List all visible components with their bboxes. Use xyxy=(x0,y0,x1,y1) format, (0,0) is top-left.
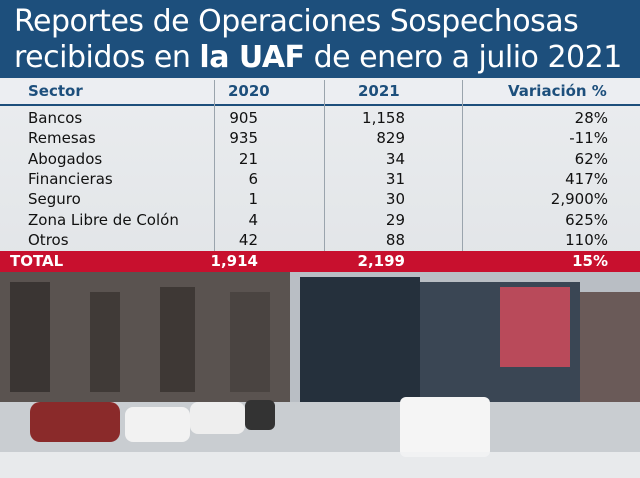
table-row: Financieras 6 31 417% xyxy=(0,169,640,189)
table-row: Otros 42 88 110% xyxy=(0,230,640,250)
title-line: recibidos en la UAF de enero a julio 202… xyxy=(14,40,640,76)
table-header: Sector 2020 2021 Variación % xyxy=(0,80,640,106)
column-header: 2020 xyxy=(228,82,270,100)
table-cell: 110% xyxy=(565,230,608,249)
table-row: Bancos 905 1,158 28% xyxy=(0,108,640,128)
table-cell: 829 xyxy=(376,129,405,148)
table-row: Zona Libre de Colón 4 29 625% xyxy=(0,210,640,230)
table-cell: Otros xyxy=(28,230,69,249)
table-cell: -11% xyxy=(569,129,608,148)
table-cell: 29 xyxy=(385,210,405,229)
table-cell: 30 xyxy=(385,190,405,209)
column-header: 2021 xyxy=(358,82,400,100)
total-cell: 2,199 xyxy=(357,252,405,270)
table-cell: 4 xyxy=(248,210,258,229)
table-cell: 34 xyxy=(385,149,405,168)
table-cell: 6 xyxy=(248,169,258,188)
title-text: recibidos en xyxy=(14,40,191,75)
table-cell: Zona Libre de Colón xyxy=(28,210,179,229)
column-divider xyxy=(324,80,325,272)
column-header: Variación % xyxy=(508,82,607,100)
title-text: de enero a julio 2021 xyxy=(313,40,623,75)
street-photo xyxy=(0,272,640,478)
title: Reportes de Operaciones Sospechosas reci… xyxy=(0,0,640,78)
column-header: Sector xyxy=(28,82,83,100)
table-cell: 62% xyxy=(574,149,608,168)
total-cell: TOTAL xyxy=(10,252,64,270)
table-cell: 417% xyxy=(565,169,608,188)
table-cell: 28% xyxy=(574,109,608,127)
table-cell: 42 xyxy=(238,230,258,249)
table-cell: 88 xyxy=(385,230,405,249)
table-cell: Financieras xyxy=(28,169,113,188)
table-cell: Seguro xyxy=(28,190,81,209)
table-cell: Abogados xyxy=(28,149,103,168)
table-cell: Bancos xyxy=(28,109,83,127)
total-cell: 1,914 xyxy=(210,252,258,270)
title-bold: la UAF xyxy=(199,40,305,75)
table-cell: 935 xyxy=(229,129,258,148)
table-cell: 2,900% xyxy=(550,190,608,209)
table-cell: 625% xyxy=(565,210,608,229)
table-cell: 21 xyxy=(238,149,258,168)
column-divider xyxy=(214,80,215,272)
table-row: Seguro 1 30 2,900% xyxy=(0,189,640,209)
table-cell: Remesas xyxy=(28,129,96,148)
table-cell: 1,158 xyxy=(362,109,405,127)
table-cell: 31 xyxy=(385,169,405,188)
title-line: Reportes de Operaciones Sospechosas xyxy=(14,4,579,39)
table-row: Abogados 21 34 62% xyxy=(0,149,640,169)
table-row: Remesas 935 829 -11% xyxy=(0,128,640,148)
table-cell: 905 xyxy=(229,109,258,127)
total-cell: 15% xyxy=(572,252,608,270)
column-divider xyxy=(462,80,463,272)
total-row: TOTAL 1,914 2,199 15% xyxy=(0,251,640,272)
table-cell: 1 xyxy=(248,190,258,209)
